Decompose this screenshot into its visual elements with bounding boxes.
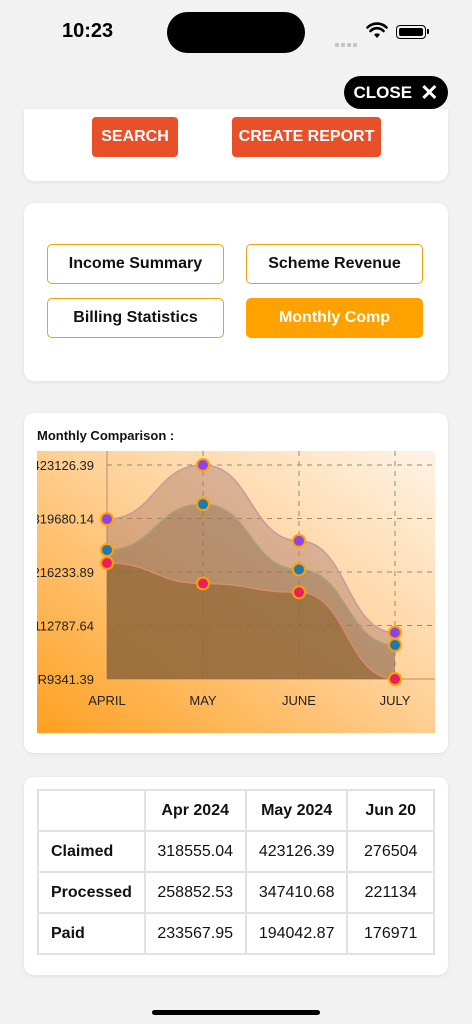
data-point-claimed[interactable] bbox=[292, 533, 306, 548]
battery-icon bbox=[396, 25, 429, 39]
data-point-claimed[interactable] bbox=[388, 625, 402, 640]
tab-scheme-revenue[interactable]: Scheme Revenue bbox=[246, 244, 423, 284]
data-point-processed[interactable] bbox=[292, 562, 306, 577]
chart-card: Monthly Comparison : 423126.39 319680.14 2… bbox=[24, 413, 448, 753]
row-label: Claimed bbox=[37, 830, 146, 873]
series-line-processed bbox=[106, 503, 396, 646]
tab-monthly-comp[interactable]: Monthly Comp bbox=[246, 298, 423, 338]
table-cell: 176971 bbox=[346, 912, 435, 955]
table-cell: 221134 bbox=[346, 871, 435, 914]
report-type-card: Income Summary Scheme Revenue Billing St… bbox=[24, 203, 448, 381]
monthly-comparison-chart: 423126.39 319680.14 216233.89 112787.64 R934… bbox=[37, 451, 435, 733]
status-bar: 10:23 bbox=[0, 0, 472, 64]
table-row: Paid 233567.95 194042.87 176971 bbox=[37, 912, 435, 955]
series-line-paid bbox=[106, 562, 396, 680]
series-line-claimed bbox=[106, 464, 396, 634]
data-point-paid[interactable] bbox=[292, 585, 306, 600]
table-cell: 318555.04 bbox=[143, 830, 247, 873]
x-tick-label: APRIL bbox=[88, 693, 126, 708]
close-button[interactable]: CLOSE ✕ bbox=[344, 76, 448, 109]
actions-card: SEARCH CREATE REPORT bbox=[24, 109, 448, 181]
close-button-label: CLOSE bbox=[353, 82, 413, 102]
row-label: Processed bbox=[37, 871, 146, 914]
data-point-processed[interactable] bbox=[196, 497, 210, 512]
data-point-paid[interactable] bbox=[196, 576, 210, 591]
cellular-signal-icon bbox=[335, 34, 359, 47]
y-tick-label: R9341.39 bbox=[38, 672, 94, 687]
data-point-claimed[interactable] bbox=[196, 458, 210, 472]
table-row: Claimed 318555.04 423126.39 276504 bbox=[37, 830, 435, 873]
table-row: Processed 258852.53 347410.68 221134 bbox=[37, 871, 435, 914]
x-tick-label: JUNE bbox=[282, 693, 316, 708]
status-time: 10:23 bbox=[62, 20, 114, 42]
table-cell: 233567.95 bbox=[143, 912, 247, 955]
data-point-processed[interactable] bbox=[100, 542, 114, 557]
y-tick-label: 216233.89 bbox=[37, 565, 94, 580]
dynamic-island bbox=[167, 12, 305, 53]
table-cell: 347410.68 bbox=[244, 871, 349, 914]
table-header-cell: Apr 2024 bbox=[143, 789, 247, 832]
table-header-cell: Jun 20 bbox=[346, 789, 435, 832]
data-point-paid[interactable] bbox=[100, 556, 114, 571]
y-tick-label: 319680.14 bbox=[37, 512, 94, 527]
x-tick-label: JULY bbox=[380, 693, 411, 708]
table-cell: 276504 bbox=[346, 830, 435, 873]
x-tick-label: MAY bbox=[189, 693, 217, 708]
home-indicator bbox=[152, 1010, 320, 1015]
chart-title: Monthly Comparison : bbox=[37, 428, 175, 443]
wifi-icon bbox=[366, 22, 388, 38]
table-header-cell: May 2024 bbox=[244, 789, 349, 832]
y-tick-label: 423126.39 bbox=[37, 458, 94, 473]
table-cell: 194042.87 bbox=[244, 912, 349, 955]
data-point-processed[interactable] bbox=[388, 638, 402, 653]
table-scroll-area[interactable]: Apr 2024 May 2024 Jun 20 Claimed 318555.… bbox=[37, 789, 435, 965]
create-report-button[interactable]: CREATE REPORT bbox=[232, 117, 381, 157]
close-icon: ✕ bbox=[420, 79, 439, 105]
search-button[interactable]: SEARCH bbox=[92, 117, 178, 157]
table-cell: 258852.53 bbox=[143, 871, 247, 914]
data-point-claimed[interactable] bbox=[100, 512, 114, 527]
tab-billing-statistics[interactable]: Billing Statistics bbox=[47, 298, 224, 338]
comparison-table-card: Apr 2024 May 2024 Jun 20 Claimed 318555.… bbox=[24, 777, 448, 975]
tab-income-summary[interactable]: Income Summary bbox=[47, 244, 224, 284]
table-cell: 423126.39 bbox=[244, 830, 349, 873]
y-tick-label: 112787.64 bbox=[37, 619, 94, 634]
series-area-paid bbox=[107, 563, 395, 679]
comparison-table: Apr 2024 May 2024 Jun 20 Claimed 318555.… bbox=[37, 789, 435, 955]
table-header-cell bbox=[37, 789, 146, 832]
table-header-row: Apr 2024 May 2024 Jun 20 bbox=[37, 789, 435, 832]
data-point-paid[interactable] bbox=[388, 672, 402, 686]
row-label: Paid bbox=[37, 912, 146, 955]
